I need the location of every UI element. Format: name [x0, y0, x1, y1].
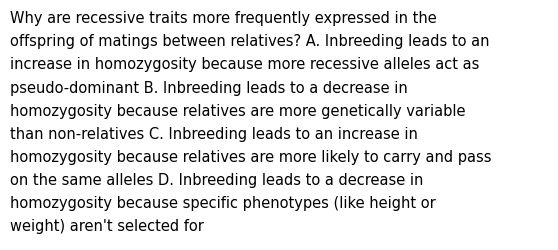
Text: weight) aren't selected for: weight) aren't selected for — [10, 218, 204, 233]
Text: homozygosity because specific phenotypes (like height or: homozygosity because specific phenotypes… — [10, 195, 436, 210]
Text: Why are recessive traits more frequently expressed in the: Why are recessive traits more frequently… — [10, 11, 437, 26]
Text: on the same alleles D. Inbreeding leads to a decrease in: on the same alleles D. Inbreeding leads … — [10, 172, 424, 187]
Text: increase in homozygosity because more recessive alleles act as: increase in homozygosity because more re… — [10, 57, 479, 72]
Text: homozygosity because relatives are more genetically variable: homozygosity because relatives are more … — [10, 103, 465, 118]
Text: offspring of matings between relatives? A. Inbreeding leads to an: offspring of matings between relatives? … — [10, 34, 489, 49]
Text: than non-relatives C. Inbreeding leads to an increase in: than non-relatives C. Inbreeding leads t… — [10, 126, 418, 141]
Text: homozygosity because relatives are more likely to carry and pass: homozygosity because relatives are more … — [10, 149, 492, 164]
Text: pseudo-dominant B. Inbreeding leads to a decrease in: pseudo-dominant B. Inbreeding leads to a… — [10, 80, 408, 95]
